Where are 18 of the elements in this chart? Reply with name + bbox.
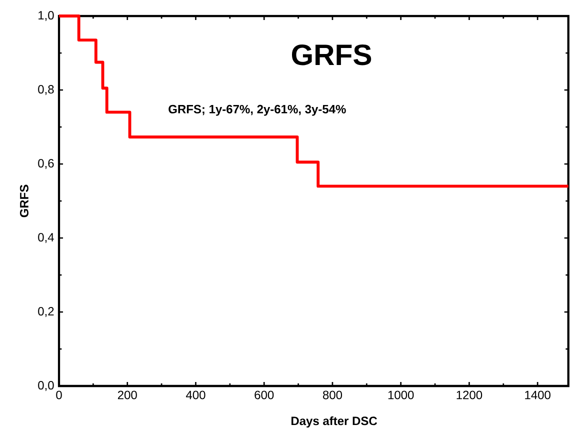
y-tick-label: 0,8 (38, 85, 54, 95)
x-axis-title: Days after DSC (291, 416, 378, 428)
y-tick-label: 0,2 (38, 307, 54, 317)
y-tick-label: 0,6 (38, 159, 54, 169)
x-tick-label: 400 (186, 390, 206, 400)
text: GRFS (292, 44, 372, 66)
x-tick-label: 1400 (525, 390, 550, 400)
x-tick-label: 1200 (456, 390, 482, 400)
x-tick-label: 1000 (388, 390, 414, 400)
x-tick-label: 800 (322, 390, 342, 400)
y-tick-label: 0,0 (38, 381, 54, 391)
x-tick-label: 600 (254, 390, 274, 400)
x-tick-label: 200 (118, 390, 137, 400)
y-axis-title: GRFS (20, 184, 28, 218)
y-tick-label: 1,0 (38, 11, 54, 21)
annotation: GRFS; 1y-67%, 2y-61%, 3y-54% (168, 104, 346, 116)
x-tick-label: 0 (56, 390, 62, 400)
y-tick-label: 0,4 (38, 233, 54, 243)
